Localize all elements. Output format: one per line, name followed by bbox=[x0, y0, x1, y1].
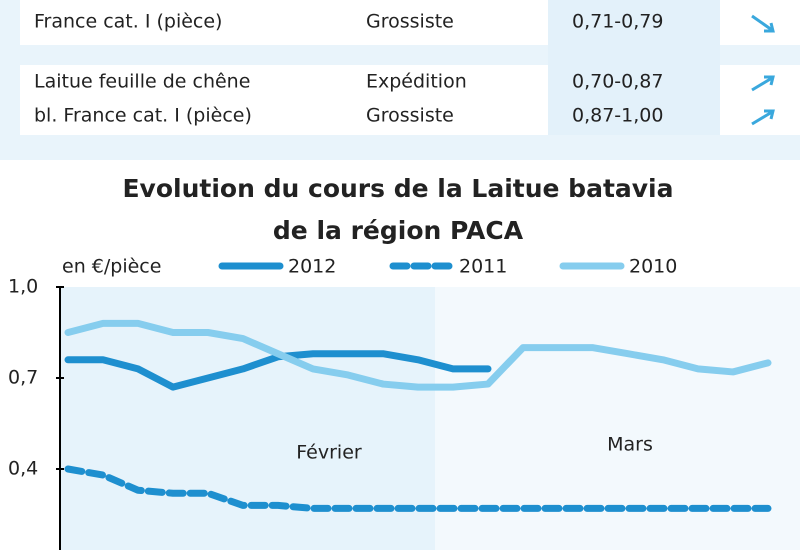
chart-title: de la région PACA bbox=[273, 216, 524, 245]
series-line bbox=[64, 319, 772, 391]
y-tick-label: 0,4 bbox=[8, 458, 38, 480]
month-label: Février bbox=[296, 442, 362, 464]
product-name: bl. France cat. I (pièce) bbox=[34, 105, 252, 127]
stage: Expédition bbox=[366, 71, 467, 93]
trend-arrow bbox=[751, 14, 775, 33]
month-label: Mars bbox=[607, 434, 653, 456]
stage: Grossiste bbox=[366, 105, 454, 127]
price: 0,87-1,00 bbox=[572, 105, 663, 127]
product-name: France cat. I (pièce) bbox=[34, 11, 222, 33]
legend-label: 2011 bbox=[459, 256, 507, 278]
trend-arrow bbox=[751, 109, 775, 126]
chart-title: Evolution du cours de la Laitue batavia bbox=[122, 174, 673, 203]
y-tick-label: 0,1 bbox=[8, 549, 38, 550]
price: 0,71-0,79 bbox=[572, 11, 663, 33]
y-tick-label: 0,7 bbox=[8, 367, 38, 389]
stage: Grossiste bbox=[366, 11, 454, 33]
legend-label: 2012 bbox=[288, 256, 336, 278]
y-axis-label: en €/pièce bbox=[62, 256, 161, 278]
y-tick-label: 1,0 bbox=[8, 276, 38, 298]
trend-arrow bbox=[751, 75, 775, 92]
legend-label: 2010 bbox=[629, 256, 677, 278]
series-line bbox=[64, 465, 772, 512]
chart: Evolution du cours de la Laitue batavia d… bbox=[8, 174, 772, 550]
product-name: Laitue feuille de chêne bbox=[34, 71, 250, 93]
price-column bbox=[548, 0, 720, 135]
table: France cat. I (pièce) Grossiste 0,71-0,79 L… bbox=[34, 11, 775, 127]
price: 0,70-0,87 bbox=[572, 71, 663, 93]
